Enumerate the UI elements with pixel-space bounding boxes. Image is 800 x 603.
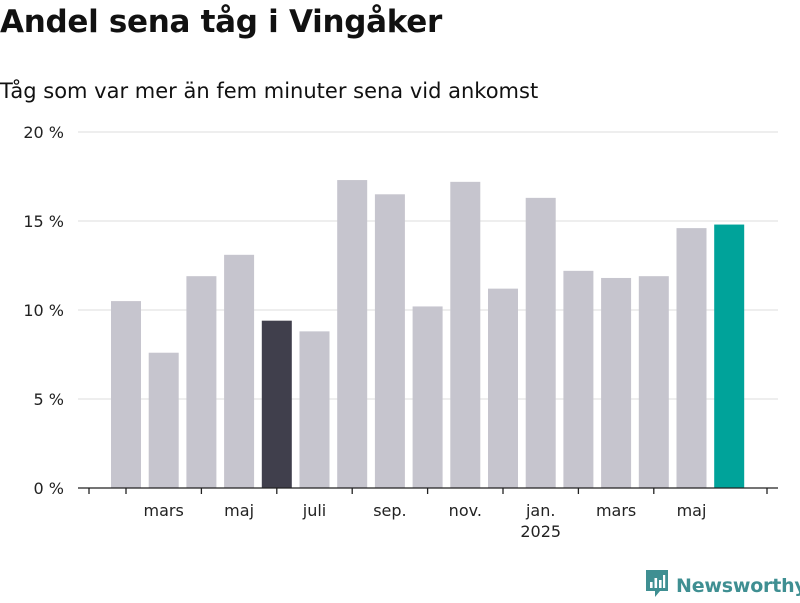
y-tick-label: 10 % <box>23 301 64 320</box>
x-tick-label: maj <box>224 501 254 520</box>
bar <box>676 228 707 488</box>
x-tick-label: jan. <box>525 501 555 520</box>
bars <box>111 180 745 489</box>
bar <box>111 301 141 488</box>
x-tick-sublabel: 2025 <box>520 522 561 541</box>
newsworthy-logo-icon <box>644 569 670 603</box>
x-tick-label: maj <box>677 501 707 520</box>
chart-subtitle: Tåg som var mer än fem minuter sena vid … <box>0 79 539 103</box>
y-tick-label: 0 % <box>34 479 64 498</box>
x-tick-label: nov. <box>449 501 482 520</box>
bar <box>601 277 632 488</box>
x-axis: mars maj juli sep. nov. jan. 2025 mars maj <box>78 487 778 541</box>
bar <box>450 181 481 488</box>
bar <box>261 320 292 488</box>
bar <box>186 276 217 488</box>
bar <box>563 270 594 488</box>
bar <box>412 306 443 488</box>
brand-logo: Newsworthy <box>644 569 800 603</box>
x-tick-label: mars <box>596 501 636 520</box>
x-tick-label: mars <box>144 501 184 520</box>
y-axis-ticks: 0 % 5 % 10 % 15 % 20 % <box>23 123 64 498</box>
bar <box>525 197 556 489</box>
y-tick-label: 20 % <box>23 123 64 142</box>
bar <box>148 352 179 488</box>
bar <box>638 276 669 488</box>
chart-title: Andel sena tåg i Vingåker <box>0 4 442 40</box>
bar <box>337 180 368 488</box>
brand-name: Newsworthy <box>676 575 800 597</box>
bar <box>374 194 405 489</box>
bar <box>488 288 518 488</box>
y-tick-label: 15 % <box>23 212 64 231</box>
bar <box>224 254 255 488</box>
x-tick-label: juli <box>302 501 326 520</box>
y-tick-label: 5 % <box>34 390 64 409</box>
bar <box>714 224 745 488</box>
bar <box>299 331 330 488</box>
x-tick-label: sep. <box>373 501 406 520</box>
